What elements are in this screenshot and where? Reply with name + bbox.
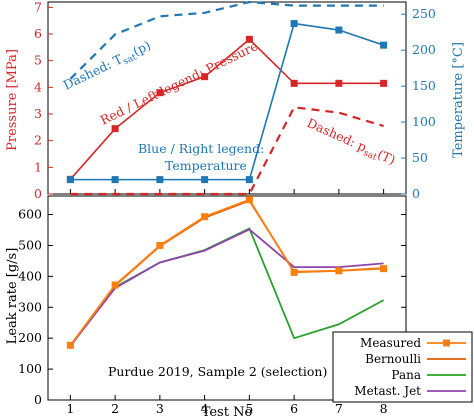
series-measured-point [201, 213, 209, 221]
legend-label: Measured [360, 336, 421, 350]
pressure-point [245, 35, 253, 43]
series-measured-point [111, 281, 119, 289]
bottom-y-tick-label: 100 [18, 361, 42, 376]
bottom-y-tick-label: 600 [18, 207, 42, 222]
temperature-point [201, 176, 209, 184]
bottom-series-layer [66, 196, 388, 349]
series-measured-line [69, 198, 384, 346]
temperature-line [70, 22, 384, 181]
bottom-y-tick-label: 500 [18, 237, 42, 252]
annotation-blue-right-2: Temperature [165, 158, 247, 173]
top-series-layer [66, 0, 388, 196]
legend-marker [443, 339, 450, 347]
top-left-tick-label: 3 [34, 106, 42, 121]
series-measured-point [66, 341, 74, 349]
legend-label: Bernoulli [365, 352, 421, 366]
bottom-y-tick-label: 400 [18, 268, 42, 283]
pressure-point [335, 79, 343, 87]
top-y-axis-label: Pressure [MPa] [5, 49, 20, 151]
pressure-saturation-line [70, 106, 384, 196]
bottom-x-tick-label: 2 [111, 401, 119, 416]
pressure-point [156, 89, 164, 97]
top-axis-ticks: 0 1 2 3 4 5 6 7 0 50 100 150 200 250 [34, 0, 436, 201]
temperature-point [111, 176, 119, 184]
top-left-tick-label: 4 [34, 79, 42, 94]
legend: Measured Bernoulli Pana Metast. Jet [332, 331, 473, 403]
top-right-tick-label: 150 [412, 78, 436, 93]
temperature-point [335, 26, 343, 34]
bottom-plot-frame [47, 195, 407, 401]
top-right-tick-label: 50 [412, 150, 428, 165]
bottom-x-tick-label: 4 [201, 401, 209, 416]
bottom-x-tick-label: 8 [380, 401, 388, 416]
pressure-point [201, 73, 209, 81]
series-measured-point [290, 268, 298, 276]
temperature-point [245, 176, 253, 184]
series-metast-jet-line [69, 228, 384, 347]
top-left-tick-label: 5 [34, 53, 42, 68]
bottom-x-axis-label: Test No [202, 405, 253, 418]
top-left-tick-label: 2 [34, 133, 42, 148]
top-right-tick-label: 0 [412, 186, 420, 201]
top-right-tick-label: 200 [412, 42, 436, 57]
annotation-tsat: Dashed: Tsat(p) [61, 37, 155, 95]
temperature-point [66, 176, 74, 184]
annotation-red-left: Red / Left legend: Pressure [98, 38, 260, 127]
bottom-y-tick-label: 0 [34, 392, 42, 407]
bottom-x-tick-label: 7 [335, 401, 343, 416]
pressure-point [290, 79, 298, 87]
top-left-tick-label: 1 [34, 159, 42, 174]
legend-label: Metast. Jet [354, 384, 421, 398]
temperature-point [290, 20, 298, 28]
top-right-tick-label: 250 [412, 6, 436, 21]
bottom-x-tick-label: 3 [156, 401, 164, 416]
bottom-y-axis-label: Leak rate [g/s] [5, 248, 20, 345]
series-measured-point [380, 265, 388, 273]
temperature-saturation-line [69, 0, 384, 80]
top-right-tick-label: 100 [412, 114, 436, 129]
temperature-point [156, 176, 164, 184]
legend-label: Pana [391, 368, 421, 382]
pressure-point [111, 125, 119, 133]
series-measured-point [335, 267, 343, 275]
top-left-tick-label: 0 [34, 186, 42, 201]
bottom-y-tick-label: 200 [18, 330, 42, 345]
annotation-blue-right-1: Blue / Right legend: [138, 141, 264, 156]
bottom-x-tick-label: 6 [290, 401, 298, 416]
bottom-axis-ticks: 0 100 200 300 400 500 600 1 2 3 4 5 6 7 8 [18, 207, 406, 416]
top-left-tick-label: 6 [34, 26, 42, 41]
series-measured-point [245, 196, 253, 204]
top-y2-axis-label: Temperature [°C] [451, 42, 466, 158]
annotation-source: Purdue 2019, Sample 2 (selection) [108, 364, 327, 379]
bottom-y-tick-label: 300 [18, 299, 42, 314]
top-left-tick-label: 7 [34, 0, 42, 14]
series-measured-point [156, 241, 164, 249]
bottom-x-tick-label: 1 [66, 401, 74, 416]
annotation-psat: Dashed: psat(T) [304, 115, 398, 170]
bottom-x-tick-label: 5 [245, 401, 253, 416]
pressure-point [380, 79, 388, 87]
pressure-line [69, 38, 384, 180]
temperature-point [380, 41, 388, 49]
